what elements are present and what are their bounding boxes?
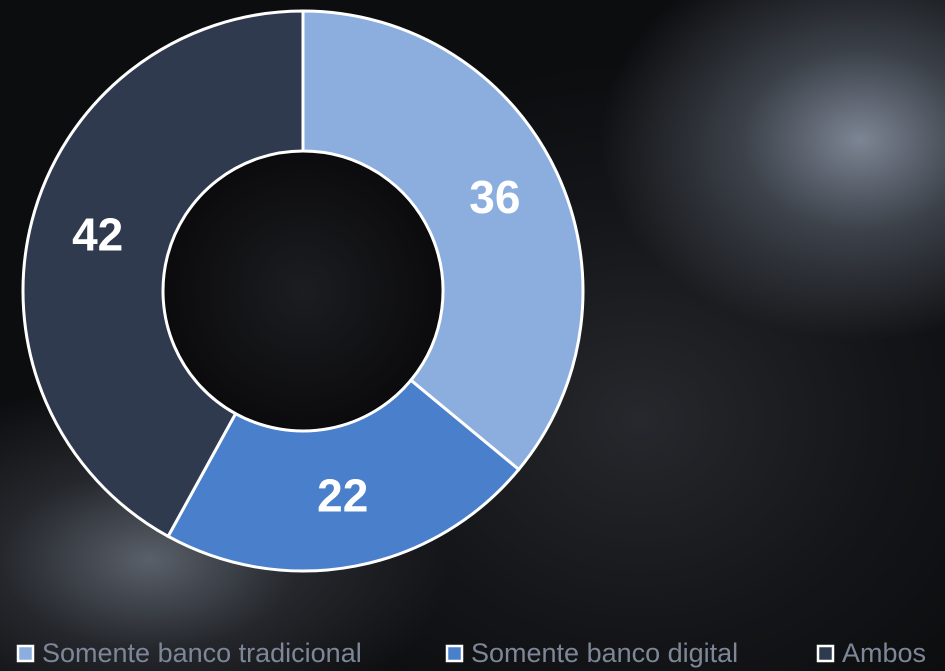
legend-label: Somente banco tradicional [42,638,362,668]
legend-swatch [16,644,35,663]
donut-slice [166,378,521,573]
data-label: 36 [469,171,520,223]
donut-slice [301,9,585,472]
donut-hole [164,152,442,430]
data-label: 22 [317,469,368,521]
legend-label: Somente banco digital [471,638,738,668]
legend-swatch [816,644,835,663]
data-label: 42 [72,208,123,260]
legend-swatch [445,644,464,663]
legend-label: Ambos [842,638,926,668]
donut-slice [21,9,305,539]
